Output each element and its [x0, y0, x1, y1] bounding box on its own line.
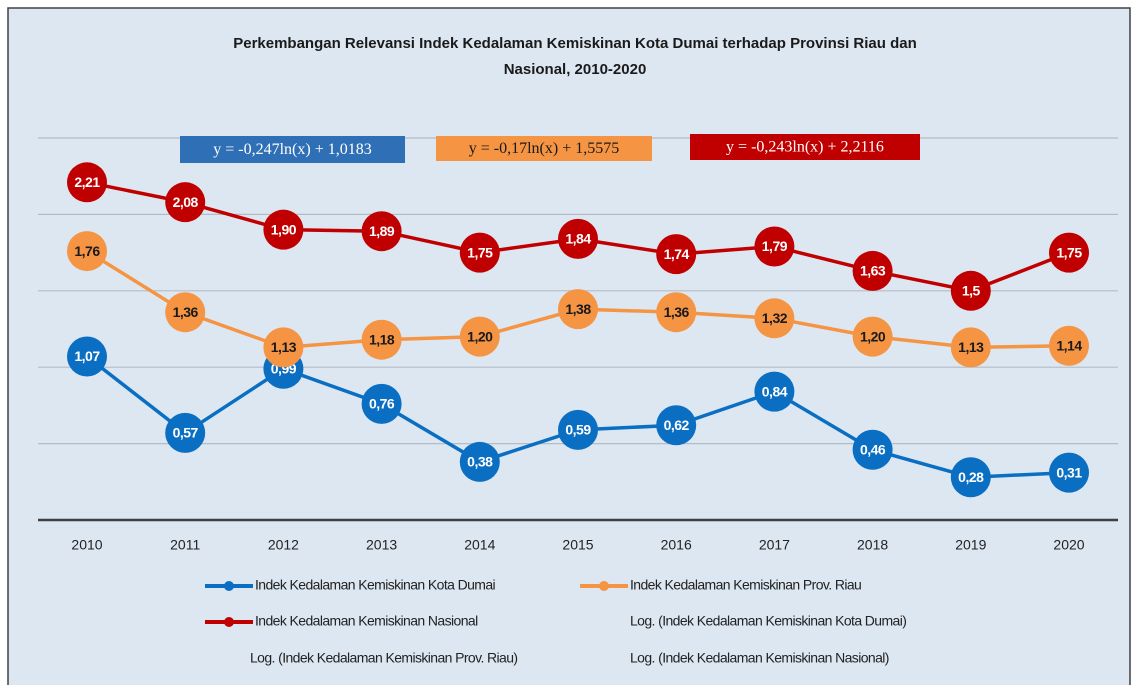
data-label: 1,75	[1056, 244, 1082, 260]
data-label: 1,5	[962, 283, 981, 299]
data-label: 0,59	[565, 422, 591, 438]
legend-marker	[599, 581, 609, 591]
data-point	[754, 298, 795, 339]
data-label: 1,07	[74, 348, 100, 364]
chart-title: Perkembangan Relevansi Indek Kedalaman K…	[233, 35, 917, 52]
data-label: 0,62	[664, 417, 690, 433]
data-label: 0,31	[1056, 464, 1082, 480]
legend-label: Indek Kedalaman Kemiskinan Kota Dumai	[255, 577, 496, 593]
data-label: 2,08	[173, 194, 199, 210]
data-point	[67, 162, 107, 203]
data-point	[558, 289, 598, 330]
chart-background	[7, 7, 1131, 685]
x-tick-label: 2011	[170, 537, 200, 553]
data-point	[950, 327, 991, 368]
data-label: 1,13	[958, 339, 984, 355]
data-point	[165, 292, 206, 333]
data-label: 1,75	[467, 244, 493, 260]
equation-box	[436, 136, 652, 161]
data-point	[852, 250, 893, 291]
data-point	[558, 218, 598, 259]
data-label: 1,14	[1056, 338, 1082, 354]
data-label: 1,74	[664, 246, 690, 262]
x-tick-label: 2014	[464, 537, 495, 553]
data-point	[361, 383, 402, 424]
data-point	[950, 457, 991, 498]
x-tick-label: 2017	[759, 537, 790, 553]
data-point	[656, 234, 697, 275]
x-tick-label: 2015	[562, 537, 593, 553]
data-label: 0,84	[762, 383, 788, 399]
x-tick-label: 2016	[661, 537, 692, 553]
data-point	[165, 412, 206, 453]
data-label: 0,38	[467, 454, 493, 470]
data-label: 0,76	[369, 396, 395, 412]
data-point	[950, 270, 991, 311]
data-label: 1,79	[762, 238, 788, 254]
x-tick-label: 2012	[268, 537, 299, 553]
trendline-equation: y = -0,243ln(x) + 2,2116	[726, 139, 884, 156]
equation-box	[180, 136, 405, 163]
data-point	[558, 409, 598, 450]
data-point	[67, 231, 107, 272]
x-tick-label: 2020	[1053, 537, 1084, 553]
data-label: 0,46	[860, 441, 886, 457]
data-label: 2,21	[74, 174, 100, 190]
data-point	[1049, 452, 1089, 493]
data-point	[754, 371, 795, 412]
data-label: 1,84	[565, 231, 591, 247]
data-label: 1,20	[860, 328, 886, 344]
data-label: 1,13	[271, 339, 297, 355]
data-point	[459, 441, 500, 482]
data-label: 1,36	[173, 304, 199, 320]
data-label: 1,38	[565, 301, 591, 317]
trendline-equation: y = -0,17ln(x) + 1,5575	[469, 140, 619, 157]
chart-title: Nasional, 2010-2020	[504, 61, 647, 78]
data-label: 1,36	[664, 304, 690, 320]
legend-label: Log. (Indek Kedalaman Kemiskinan Nasiona…	[630, 650, 889, 666]
data-label: 1,76	[74, 243, 100, 259]
data-label: 1,90	[271, 221, 297, 237]
data-label: 0,57	[173, 425, 199, 441]
data-point	[263, 327, 304, 368]
data-point	[656, 405, 697, 446]
data-point	[459, 232, 500, 273]
data-point	[361, 211, 402, 252]
legend-label: Indek Kedalaman Kemiskinan Prov. Riau	[630, 577, 861, 593]
data-label: 1,89	[369, 223, 395, 239]
x-tick-label: 2013	[366, 537, 397, 553]
data-point	[656, 292, 697, 333]
equation-box	[690, 134, 920, 160]
legend-label: Log. (Indek Kedalaman Kemiskinan Prov. R…	[250, 650, 518, 666]
trendline-equation: y = -0,247ln(x) + 1,0183	[213, 141, 371, 158]
data-point	[1049, 232, 1089, 273]
legend-label: Indek Kedalaman Kemiskinan Nasional	[255, 613, 478, 629]
data-label: 1,63	[860, 263, 886, 279]
data-label: 0,28	[958, 469, 984, 485]
data-point	[459, 316, 500, 357]
data-point	[263, 209, 304, 250]
x-tick-label: 2018	[857, 537, 888, 553]
x-tick-label: 2010	[71, 537, 102, 553]
data-point	[852, 316, 893, 357]
data-point	[361, 319, 402, 360]
data-label: 1,18	[369, 331, 395, 347]
x-tick-label: 2019	[955, 537, 986, 553]
legend-marker	[224, 617, 234, 627]
data-point	[165, 182, 206, 223]
data-label: 1,32	[762, 310, 788, 326]
data-label: 1,20	[467, 328, 493, 344]
legend-label: Log. (Indek Kedalaman Kemiskinan Kota Du…	[630, 613, 906, 629]
legend-marker	[224, 581, 234, 591]
data-point	[67, 336, 107, 377]
data-point	[852, 429, 893, 470]
data-point	[754, 226, 795, 267]
data-point	[1049, 325, 1089, 366]
